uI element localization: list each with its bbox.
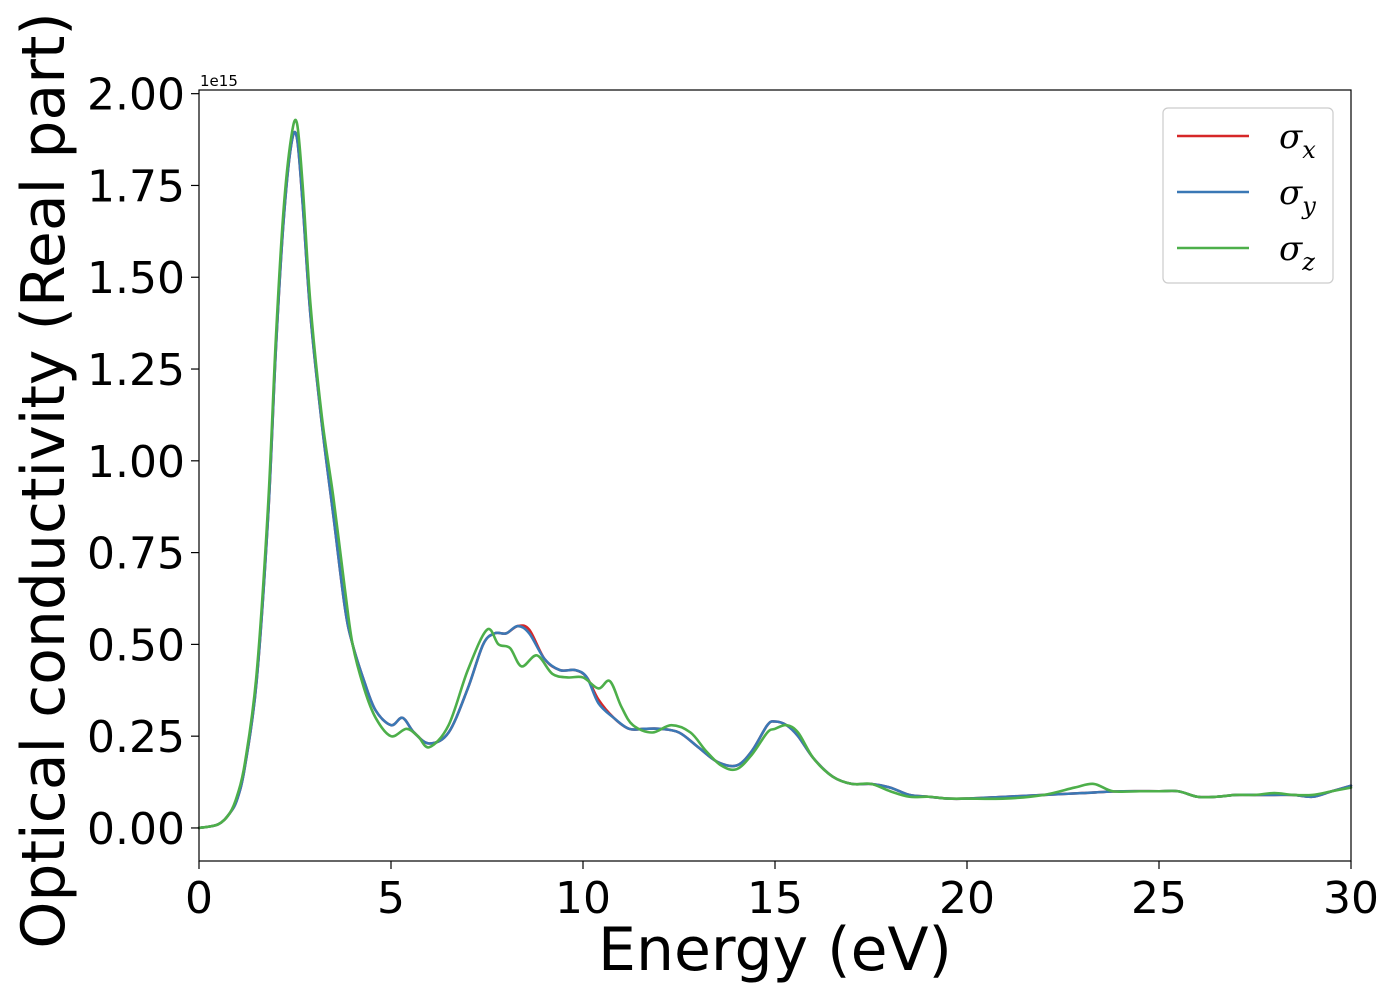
y-tick-label: 0.00 <box>87 804 185 855</box>
y-tick-label: 0.50 <box>87 620 185 671</box>
y-tick-label: 1.25 <box>87 345 185 396</box>
x-tick-label: 30 <box>1323 873 1379 924</box>
x-axis-title: Energy (eV) <box>598 915 952 985</box>
series-line-sigma-y <box>197 130 1353 830</box>
x-tick-label: 20 <box>939 873 995 924</box>
legend-box <box>1162 107 1334 284</box>
x-axis: 0 5 10 15 20 25 30 <box>185 861 1379 924</box>
x-tick-label: 25 <box>1131 873 1187 924</box>
x-tick-label: 0 <box>185 873 213 924</box>
series-layer <box>197 118 1353 830</box>
y-tick-label: 2.00 <box>87 70 185 121</box>
y-offset-text: 1e15 <box>200 72 238 90</box>
y-tick-label: 1.75 <box>87 161 185 212</box>
x-tick-label: 5 <box>377 873 405 924</box>
y-tick-label: 1.50 <box>87 253 185 304</box>
y-tick-label: 0.25 <box>87 712 185 763</box>
series-line-sigma-z <box>197 118 1353 830</box>
x-tick-label: 10 <box>555 873 611 924</box>
y-axis-title: Optical conductivity (Real part) <box>9 12 79 949</box>
y-axis: 0.00 0.25 0.50 0.75 1.00 1.25 1.50 1.75 2.00 <box>87 70 199 855</box>
y-tick-label: 0.75 <box>87 529 185 580</box>
y-tick-label: 1.00 <box>87 437 185 488</box>
x-tick-label: 15 <box>747 873 803 924</box>
